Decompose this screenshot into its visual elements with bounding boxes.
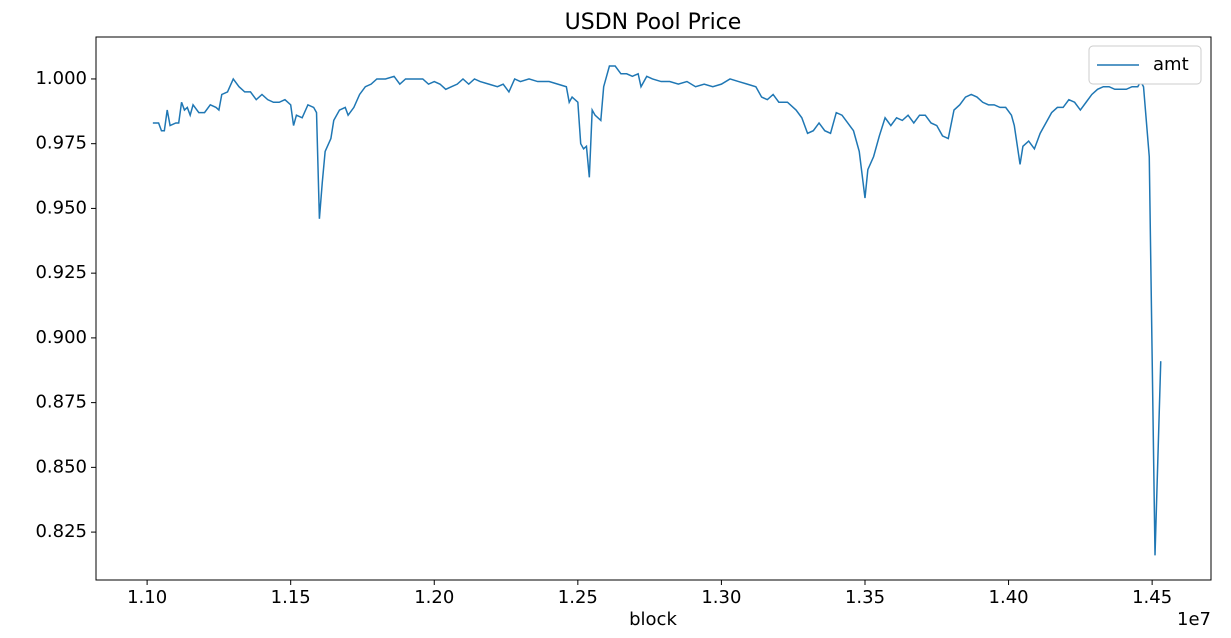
x-tick-label: 1.40: [989, 587, 1029, 608]
legend-box: [1088, 45, 1202, 85]
y-tick-label: 0.950: [35, 197, 87, 218]
x-tick-label: 1.30: [701, 587, 741, 608]
chart-title: USDN Pool Price: [565, 10, 742, 35]
y-tick-label: 0.875: [35, 392, 87, 413]
y-tick-label: 0.925: [35, 262, 87, 283]
x-axis-label: block: [629, 609, 677, 630]
x-tick-label: 1.45: [1132, 587, 1172, 608]
x-tick-label: 1.15: [271, 587, 311, 608]
x-tick-label: 1.25: [558, 587, 598, 608]
y-tick-label: 0.900: [35, 327, 87, 348]
plot-frame: [95, 36, 1212, 581]
data-line: [152, 65, 1162, 556]
y-tick-label: 1.000: [35, 68, 87, 89]
x-offset-label: 1e7: [1177, 609, 1211, 630]
x-tick-label: 1.20: [414, 587, 454, 608]
x-tick-label: 1.35: [845, 587, 885, 608]
x-tick-label: 1.10: [127, 587, 167, 608]
y-tick-label: 0.850: [35, 456, 87, 477]
legend-label: amt: [1153, 54, 1189, 75]
y-tick-label: 0.825: [35, 521, 87, 542]
y-tick-label: 0.975: [35, 133, 87, 154]
